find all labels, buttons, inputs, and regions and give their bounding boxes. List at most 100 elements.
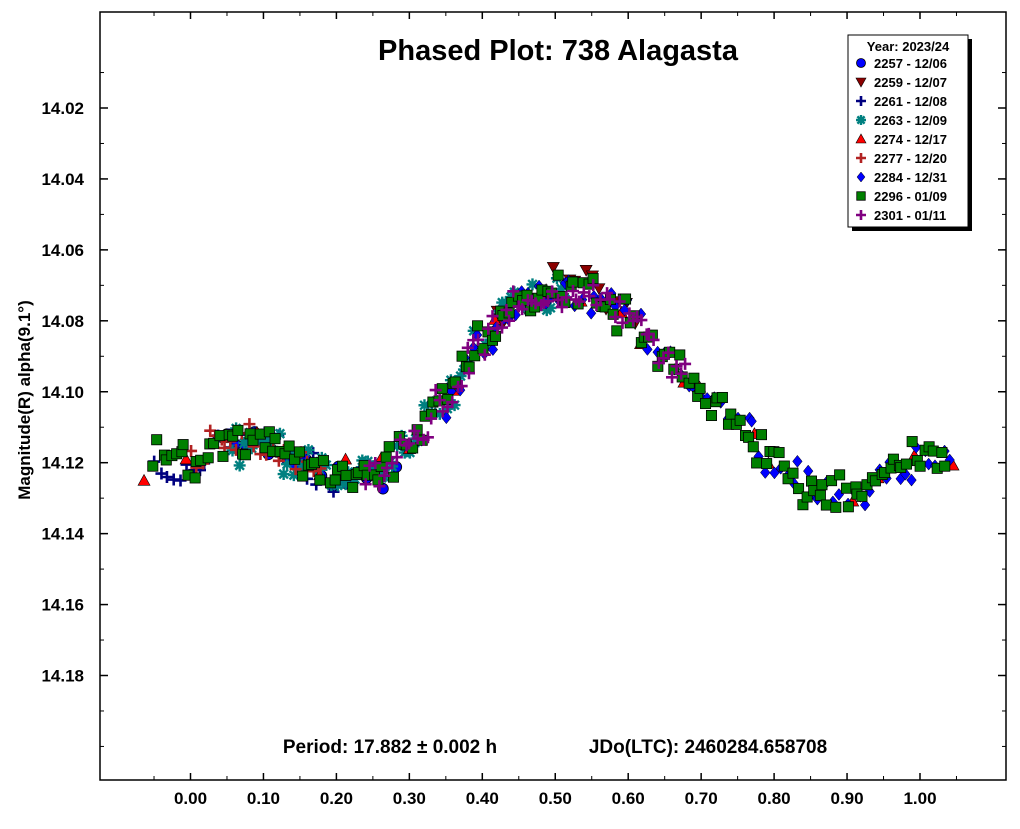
point-square <box>314 474 326 486</box>
legend-entry: 2257 - 12/06 <box>856 56 947 71</box>
point-asterisk <box>302 443 315 456</box>
point-square <box>805 475 817 487</box>
point-plus <box>421 431 434 444</box>
point-square <box>743 431 755 443</box>
point-plus <box>462 367 475 380</box>
point-plus <box>500 303 513 316</box>
point-square <box>208 437 220 449</box>
y-tick-label: 14.04 <box>41 170 84 189</box>
point-diamond <box>769 466 780 480</box>
point-square <box>887 453 899 465</box>
point-square <box>611 325 623 337</box>
point-square <box>477 343 489 355</box>
y-tick-label: 14.02 <box>41 99 84 118</box>
point-square <box>700 398 712 410</box>
point-plus <box>635 314 648 327</box>
point-square <box>914 460 926 472</box>
point-plus <box>461 341 474 354</box>
point-asterisk <box>448 399 461 412</box>
point-diamond <box>792 454 803 468</box>
point-square <box>177 439 189 451</box>
x-tick-label: 0.60 <box>612 789 645 808</box>
point-asterisk <box>856 115 866 125</box>
data-points-layer <box>137 262 960 513</box>
point-square <box>674 349 686 361</box>
point-diamond <box>487 343 499 356</box>
point-plus <box>394 433 407 446</box>
point-asterisk <box>238 436 251 449</box>
x-tick-label: 0.40 <box>466 789 499 808</box>
point-plus <box>369 457 382 470</box>
point-diamond <box>859 498 871 512</box>
legend-box <box>847 34 969 228</box>
point-diamond <box>906 473 917 487</box>
point-plus <box>472 333 485 346</box>
point-square <box>506 296 518 308</box>
x-tick-label: 1.00 <box>903 789 936 808</box>
point-square <box>814 489 826 501</box>
point-square <box>856 191 866 201</box>
point-square <box>490 330 502 342</box>
point-plus <box>679 357 692 370</box>
point-square <box>801 491 813 503</box>
point-asterisk <box>277 468 290 481</box>
point-plus <box>647 333 660 346</box>
epoch-annotation: JDo(LTC): 2460284.658708 <box>589 737 827 758</box>
point-plus <box>670 360 683 373</box>
x-tick-label: 0.80 <box>758 789 791 808</box>
legend-entry: 2284 - 12/31 <box>856 170 947 185</box>
legend-entry-label: 2263 - 12/09 <box>874 113 947 128</box>
point-triangle-up <box>137 473 151 486</box>
point-diamond <box>856 171 866 183</box>
point-square <box>840 482 852 494</box>
legend-entry-label: 2296 - 01/09 <box>874 189 947 204</box>
x-tick-label: 0.10 <box>247 789 280 808</box>
point-square <box>751 457 763 469</box>
legend-entry-label: 2274 - 12/17 <box>874 132 947 147</box>
plot-frame <box>99 11 1007 781</box>
point-square <box>668 363 680 375</box>
point-square <box>436 383 448 395</box>
x-tick-label: 0.20 <box>320 789 353 808</box>
point-diamond <box>586 306 597 320</box>
y-tick-label: 14.08 <box>41 312 84 331</box>
point-plus <box>455 380 468 393</box>
point-square <box>826 475 838 487</box>
point-asterisk <box>544 301 557 314</box>
point-triangle-down <box>546 262 560 274</box>
legend-entry-label: 2284 - 12/31 <box>874 170 947 185</box>
point-square <box>725 408 737 420</box>
point-square <box>456 350 468 362</box>
point-asterisk <box>245 442 258 455</box>
point-square <box>380 451 392 463</box>
point-plus <box>390 451 403 464</box>
point-square <box>340 469 352 481</box>
point-plus <box>609 311 622 324</box>
legend-entry: 2259 - 12/07 <box>855 75 947 90</box>
point-plus <box>587 279 600 292</box>
point-plus <box>573 295 586 308</box>
point-square <box>202 452 214 464</box>
chart-title: Phased Plot: 738 Alagasta <box>378 35 739 67</box>
x-tick-label: 0.90 <box>831 789 864 808</box>
point-plus <box>516 303 529 316</box>
point-square <box>694 382 706 394</box>
point-square <box>834 469 846 481</box>
point-square <box>347 481 359 493</box>
point-square <box>820 499 832 511</box>
point-square <box>755 429 767 441</box>
point-square <box>147 460 159 472</box>
point-square <box>607 308 619 320</box>
point-plus <box>542 295 555 308</box>
point-plus <box>560 291 573 304</box>
point-square <box>778 460 790 472</box>
point-plus <box>856 96 866 106</box>
point-plus <box>411 432 424 445</box>
point-triangle-down <box>855 77 867 88</box>
point-asterisk <box>339 478 352 491</box>
point-square <box>297 470 309 482</box>
legend-entry: 2277 - 12/20 <box>856 151 947 166</box>
point-square <box>816 479 828 491</box>
point-square <box>294 446 306 458</box>
